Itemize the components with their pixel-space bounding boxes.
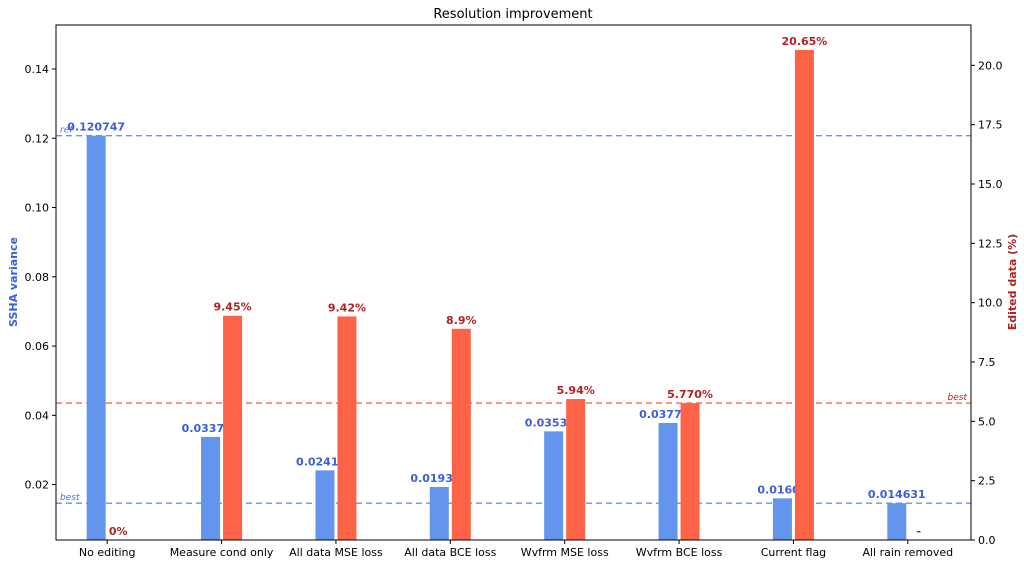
chart-title: Resolution improvement (433, 7, 592, 22)
y-tick-label-right: 2.5 (978, 475, 996, 488)
y-axis-label-left: SSHA variance (7, 237, 20, 327)
bar-label-edited-data: 9.42% (328, 301, 366, 314)
y-tick-label-right: 10.0 (978, 297, 1003, 310)
bar-ssha-variance (544, 431, 564, 540)
y-tick-label-right: 20.0 (978, 59, 1003, 72)
bar-edited-data (680, 403, 700, 540)
bar-ssha-variance (429, 486, 449, 540)
x-tick-label: No editing (79, 546, 136, 559)
bar-label-edited-data: - (917, 525, 922, 538)
y-tick-label-left: 0.04 (25, 409, 50, 422)
plot-area: 0.02 0.04 0.06 0.08 0.10 0.12 0.14 0.0 2.5 5.0 7.5… (25, 35, 1003, 559)
bar-label-edited-data: 5.94% (557, 384, 595, 397)
bar-label-edited-data: 5.770% (667, 388, 713, 401)
bar-label-edited-data: 20.65% (782, 35, 828, 48)
x-tick-label: All rain removed (862, 546, 953, 559)
y-tick-label-right: 7.5 (978, 356, 996, 369)
bar-ssha-variance (315, 470, 335, 540)
reference-line-label: best (948, 393, 968, 403)
bar-ssha-variance (887, 503, 907, 540)
y-tick-label-right: 0.0 (978, 534, 996, 547)
bar-edited-data (794, 49, 814, 541)
y-axis-label-right: Edited data (%) (1006, 234, 1019, 330)
bar-ssha-variance (772, 498, 792, 540)
x-tick-label: Wvfrm MSE loss (521, 546, 609, 559)
y-tick-label-right: 17.5 (978, 119, 1003, 132)
bar-label-edited-data: 8.9% (446, 314, 477, 327)
y-tick-label-left: 0.12 (25, 132, 50, 145)
y-tick-label-left: 0.08 (25, 271, 50, 284)
bar-ssha-variance (86, 135, 106, 540)
x-tick-label: Wvfrm BCE loss (636, 546, 723, 559)
bar-edited-data (451, 328, 471, 540)
bar-label-ssha-variance: 0.014631 (868, 488, 926, 501)
y-tick-label-left: 0.14 (25, 63, 50, 76)
x-tick-label: All data BCE loss (404, 546, 496, 559)
bar-label-ssha-variance: 0.120747 (67, 121, 125, 134)
y-tick-label-left: 0.10 (25, 202, 50, 215)
bar-label-edited-data: 0% (109, 525, 128, 538)
y-tick-label-right: 5.0 (978, 415, 996, 428)
bar-ssha-variance (658, 422, 678, 540)
plot-frame (55, 24, 972, 541)
y-tick-label-left: 0.06 (25, 340, 50, 353)
bar-edited-data (566, 399, 586, 540)
bar-edited-data (337, 316, 357, 540)
x-tick-label: Current flag (761, 546, 826, 559)
reference-line-label: ref (60, 126, 74, 136)
reference-line-label: best (60, 493, 80, 503)
x-tick-label: Measure cond only (170, 546, 274, 559)
bar-label-edited-data: 9.45% (213, 301, 251, 314)
bar-edited-data (223, 315, 243, 540)
x-tick-label: All data MSE loss (289, 546, 383, 559)
y-tick-label-right: 15.0 (978, 178, 1003, 191)
y-tick-label-right: 12.5 (978, 237, 1003, 250)
bar-ssha-variance (201, 436, 221, 540)
y-tick-label-left: 0.02 (25, 479, 50, 492)
